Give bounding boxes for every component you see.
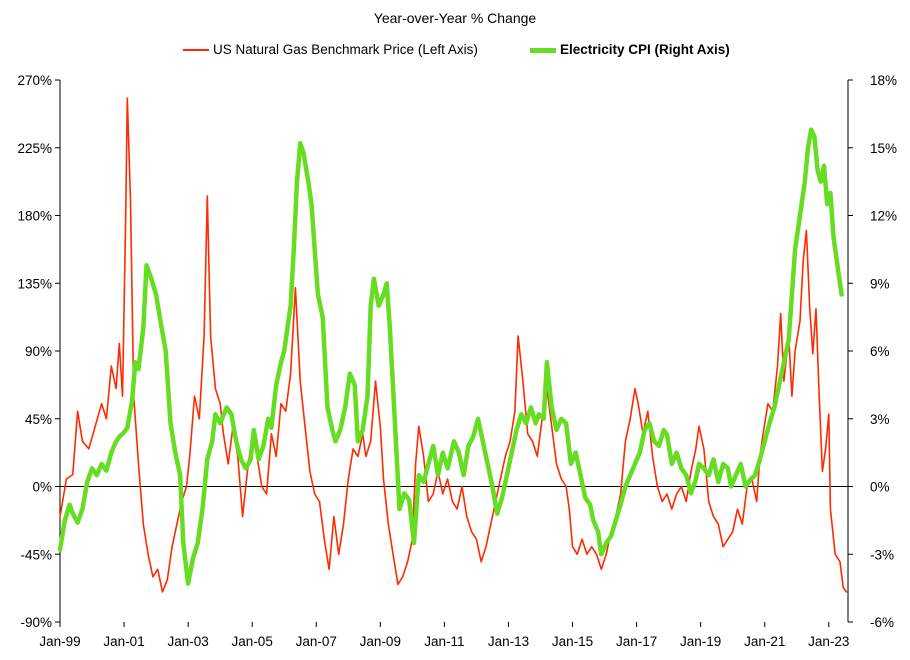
left-y-tick-label: 135%	[17, 276, 52, 291]
x-tick-label: Jan-99	[39, 634, 80, 649]
x-tick-label: Jan-15	[552, 634, 593, 649]
right-y-tick-label: 0%	[870, 480, 890, 495]
legend-entry-electricity: Electricity CPI (Right Axis)	[530, 42, 730, 57]
x-tick-label: Jan-21	[744, 634, 785, 649]
right-y-tick-label: 15%	[870, 141, 897, 156]
left-y-tick-label: 45%	[25, 412, 52, 427]
series-line-electricity-cpi	[57, 127, 844, 586]
left-y-tick-label: -90%	[20, 615, 52, 630]
x-tick-label: Jan-01	[103, 634, 144, 649]
legend-entry-natural-gas: US Natural Gas Benchmark Price (Left Axi…	[183, 42, 478, 57]
right-y-tick-label: 18%	[870, 73, 897, 88]
x-tick-label: Jan-23	[808, 634, 849, 649]
x-tick-label: Jan-05	[232, 634, 273, 649]
left-y-tick-label: 225%	[17, 141, 52, 156]
legend-label-natural-gas: US Natural Gas Benchmark Price (Left Axi…	[213, 42, 478, 57]
left-y-tick-label: 90%	[25, 344, 52, 359]
right-y-tick-label: 6%	[870, 344, 890, 359]
right-y-tick-label: -6%	[870, 615, 894, 630]
x-tick-label: Jan-17	[616, 634, 657, 649]
legend: US Natural Gas Benchmark Price (Left Axi…	[0, 42, 910, 62]
legend-label-electricity: Electricity CPI (Right Axis)	[560, 42, 730, 57]
left-y-tick-label: 0%	[32, 480, 52, 495]
x-tick-label: Jan-07	[296, 634, 337, 649]
x-tick-label: Jan-03	[167, 634, 208, 649]
legend-swatch-natural-gas	[183, 49, 209, 52]
series-layer	[57, 97, 848, 593]
chart-title: Year-over-Year % Change	[373, 10, 537, 26]
x-tick-label: Jan-19	[680, 634, 721, 649]
x-tick-label: Jan-09	[360, 634, 401, 649]
right-y-tick-label: -3%	[870, 547, 894, 562]
x-tick-label: Jan-13	[488, 634, 529, 649]
right-y-tick-label: 3%	[870, 412, 890, 427]
x-tick-label: Jan-11	[424, 634, 464, 649]
series-line-natural-gas	[59, 97, 848, 593]
axes: -90% -45% 0% 45% 90% 135% 180% 225% 270% -6% -3% 0%…	[17, 73, 897, 649]
legend-swatch-electricity	[530, 47, 556, 53]
right-y-tick-label: 12%	[870, 209, 897, 224]
left-y-tick-label: 270%	[17, 73, 52, 88]
right-y-tick-label: 9%	[870, 276, 890, 291]
left-y-tick-label: 180%	[17, 209, 52, 224]
left-y-tick-label: -45%	[20, 547, 52, 562]
